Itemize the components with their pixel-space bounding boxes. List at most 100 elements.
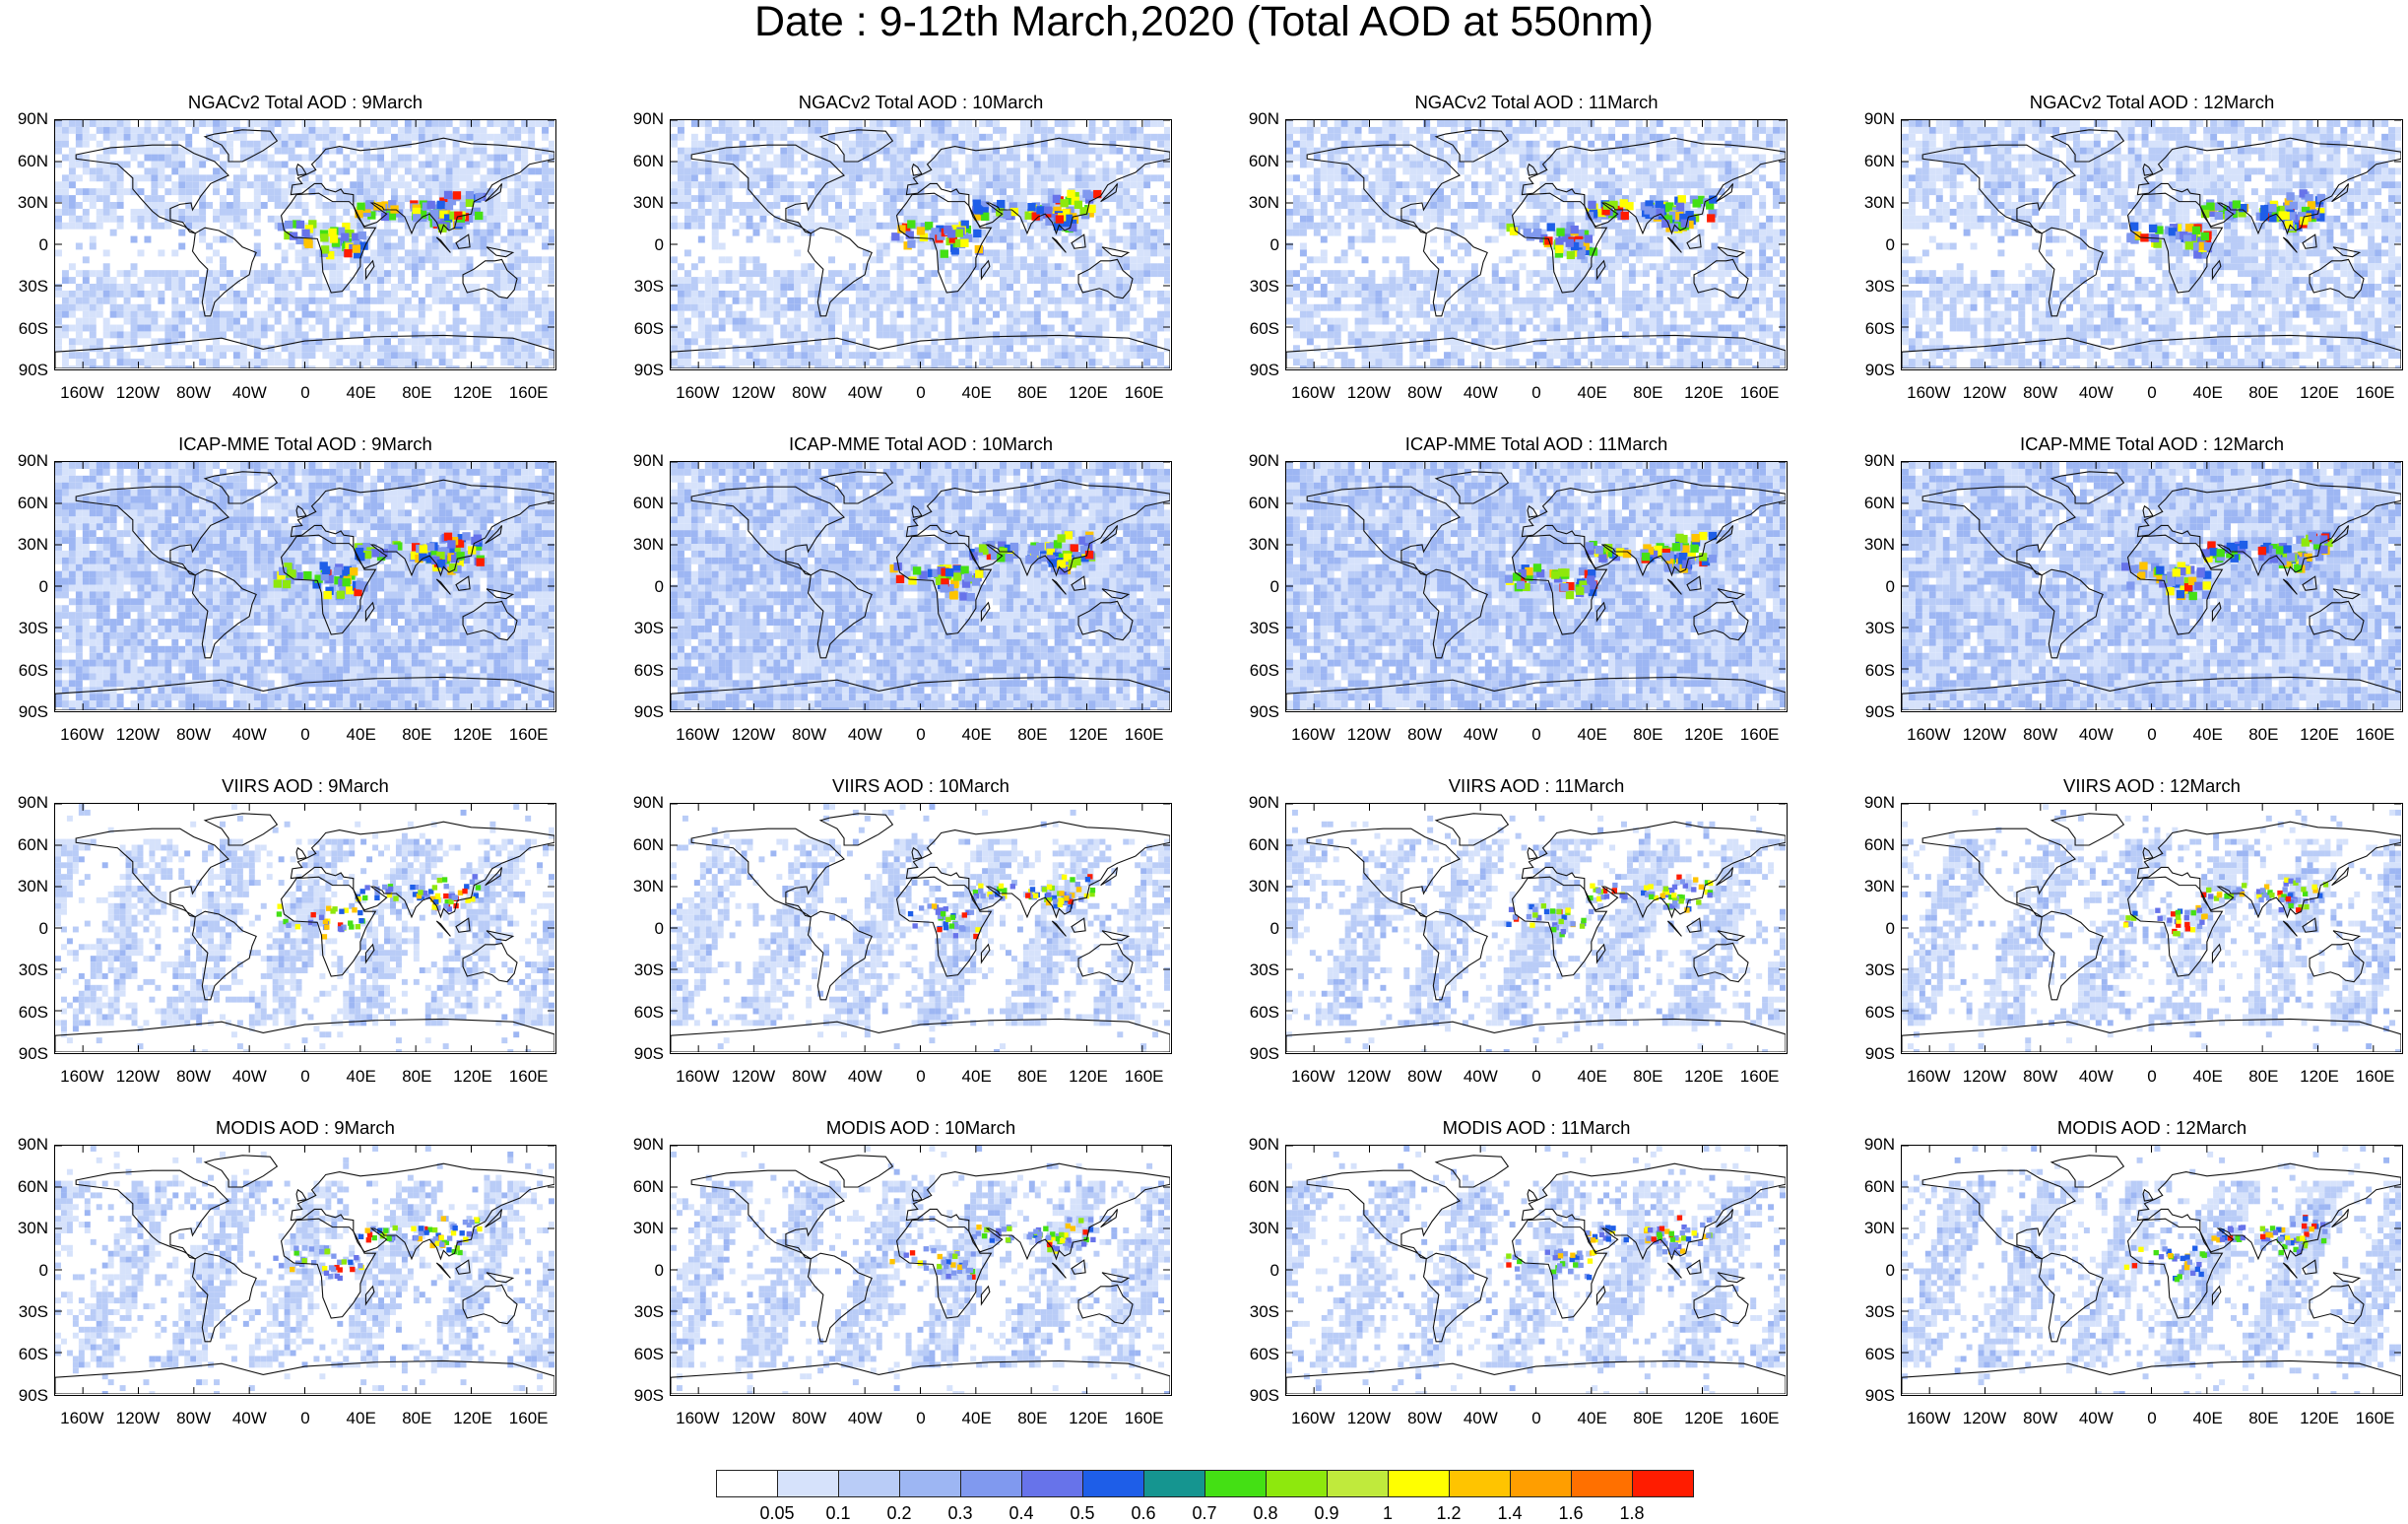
lat-label: 30N	[615, 878, 664, 895]
lon-label: 40W	[835, 1068, 894, 1086]
lat-label: 0	[1230, 236, 1279, 254]
lon-label: 80W	[1396, 1068, 1455, 1086]
colorbar-swatch	[1632, 1470, 1694, 1497]
lon-label: 0	[1507, 1410, 1566, 1427]
lat-label: 90N	[0, 1136, 48, 1154]
panel-title: VIIRS AOD : 11March	[1285, 776, 1788, 796]
lat-label: 30N	[0, 536, 48, 554]
lat-label: 0	[1846, 236, 1895, 254]
lat-label: 90S	[1846, 1387, 1895, 1405]
lat-label: 90N	[0, 452, 48, 470]
lon-label: 160W	[668, 1410, 727, 1427]
lon-label: 120W	[1955, 384, 2014, 402]
lat-label: 30S	[615, 278, 664, 296]
lon-label: 80E	[2234, 1068, 2293, 1086]
aod-map	[670, 119, 1172, 370]
lat-label: 30N	[615, 536, 664, 554]
panel-title: ICAP-MME Total AOD : 11March	[1285, 434, 1788, 454]
lon-label: 0	[1507, 384, 1566, 402]
colorbar-label: 0.9	[1302, 1503, 1351, 1524]
lon-label: 80W	[780, 726, 839, 744]
lon-label: 160W	[1283, 384, 1342, 402]
panel-title: VIIRS AOD : 9March	[54, 776, 556, 796]
lat-label: 90S	[0, 1045, 48, 1063]
lat-label: 60S	[615, 662, 664, 680]
lat-label: 60N	[1846, 836, 1895, 854]
lon-label: 0	[891, 384, 950, 402]
lat-label: 30S	[1846, 1303, 1895, 1321]
colorbar-swatch	[1571, 1470, 1633, 1497]
aod-map	[54, 803, 556, 1054]
lon-label: 40W	[835, 726, 894, 744]
lon-label: 40E	[2179, 384, 2238, 402]
lat-label: 60S	[1230, 1004, 1279, 1022]
lon-label: 80E	[1618, 1068, 1677, 1086]
lat-label: 30N	[1230, 536, 1279, 554]
lon-label: 120E	[1674, 1410, 1733, 1427]
lat-label: 60S	[615, 1346, 664, 1363]
colorbar-swatch	[1266, 1470, 1328, 1497]
lon-label: 40E	[1563, 1410, 1622, 1427]
lon-label: 40E	[2179, 1068, 2238, 1086]
lon-label: 120W	[108, 1410, 167, 1427]
aod-map	[54, 119, 556, 370]
aod-map	[1901, 1145, 2403, 1396]
lon-label: 160W	[52, 1068, 111, 1086]
colorbar-swatch	[777, 1470, 839, 1497]
lon-label: 120W	[108, 726, 167, 744]
panel-title: VIIRS AOD : 10March	[670, 776, 1172, 796]
lon-label: 80E	[1003, 726, 1062, 744]
lat-label: 30N	[615, 1220, 664, 1237]
lat-label: 30S	[615, 961, 664, 979]
lat-label: 60N	[1230, 1178, 1279, 1196]
lat-label: 60S	[615, 1004, 664, 1022]
lon-label: 40W	[1451, 384, 1510, 402]
lat-label: 60N	[1846, 153, 1895, 170]
lon-label: 120W	[724, 1410, 783, 1427]
lon-label: 120E	[443, 384, 502, 402]
aod-field	[671, 1146, 1170, 1394]
lat-label: 60N	[1230, 836, 1279, 854]
lon-label: 80E	[1618, 726, 1677, 744]
colorbar-label: 0.4	[997, 1503, 1046, 1524]
lat-label: 30N	[0, 878, 48, 895]
lat-label: 60N	[0, 836, 48, 854]
lat-label: 90S	[615, 1387, 664, 1405]
lon-label: 160E	[1730, 384, 1790, 402]
lon-label: 120E	[1059, 384, 1118, 402]
lat-label: 30S	[0, 1303, 48, 1321]
lat-label: 30N	[1230, 1220, 1279, 1237]
aod-map	[670, 803, 1172, 1054]
lat-label: 0	[1230, 920, 1279, 938]
lat-label: 90N	[1846, 110, 1895, 128]
lat-label: 30N	[0, 194, 48, 212]
lon-label: 80E	[387, 1410, 446, 1427]
lon-label: 120E	[443, 1410, 502, 1427]
colorbar-swatch	[899, 1470, 961, 1497]
lon-label: 160E	[1730, 1410, 1790, 1427]
lon-label: 120W	[1339, 726, 1399, 744]
lon-label: 120W	[1339, 384, 1399, 402]
lon-label: 80W	[2011, 384, 2070, 402]
lon-label: 160W	[668, 384, 727, 402]
lat-label: 30S	[0, 620, 48, 637]
colorbar-swatch	[1021, 1470, 1083, 1497]
lon-label: 160W	[1899, 1410, 1958, 1427]
lon-label: 0	[2122, 726, 2181, 744]
aod-map	[1901, 803, 2403, 1054]
aod-field	[1902, 462, 2401, 710]
lon-label: 40W	[220, 1410, 279, 1427]
lon-label: 80W	[164, 726, 224, 744]
lon-label: 0	[891, 1410, 950, 1427]
lat-label: 30N	[1846, 1220, 1895, 1237]
lat-label: 90S	[1230, 362, 1279, 379]
lat-label: 60S	[0, 1346, 48, 1363]
lat-label: 90S	[1846, 362, 1895, 379]
lat-label: 0	[1230, 1262, 1279, 1280]
lat-label: 60N	[1846, 495, 1895, 512]
lat-label: 90S	[0, 1387, 48, 1405]
aod-field	[671, 120, 1170, 368]
lon-label: 80W	[164, 1068, 224, 1086]
lon-label: 80E	[387, 1068, 446, 1086]
lat-label: 0	[615, 578, 664, 596]
